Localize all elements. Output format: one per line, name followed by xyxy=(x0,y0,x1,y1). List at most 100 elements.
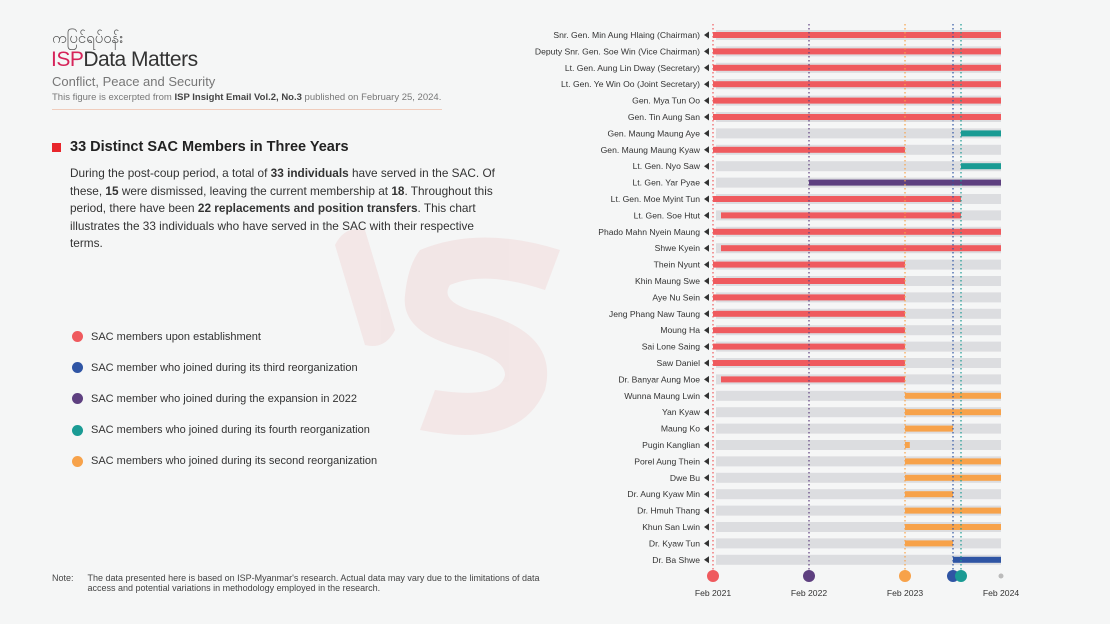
row-label: Lt. Gen. Ye Win Oo (Joint Secretary) xyxy=(561,79,700,89)
row-label: Yan Kyaw xyxy=(662,407,701,417)
term-bar xyxy=(721,376,905,383)
row-label: Maung Ko xyxy=(661,424,700,434)
legend-dot xyxy=(72,455,83,467)
description: During the post-coup period, a total of … xyxy=(70,166,495,250)
row-label: Dr. Ba Shwe xyxy=(652,555,700,565)
track xyxy=(716,522,1001,532)
caret-left-icon xyxy=(704,293,709,301)
tick-label: Feb 2024 xyxy=(983,588,1020,598)
legend-item: SAC member who joined during the expansi… xyxy=(72,383,377,414)
row-label: Dwe Bu xyxy=(670,473,700,483)
row-label: Aye Nu Sein xyxy=(652,292,700,302)
term-bar xyxy=(961,130,1001,137)
row-label: Jeng Phang Naw Taung xyxy=(609,309,700,319)
caret-left-icon xyxy=(704,539,709,547)
term-bar xyxy=(905,442,910,448)
caret-left-icon xyxy=(704,80,709,88)
legend-label: SAC members upon establishment xyxy=(91,330,261,343)
row-label: Sai Lone Saing xyxy=(642,342,701,352)
row-label: Porel Aung Thein xyxy=(634,456,700,466)
term-bar xyxy=(905,474,1001,481)
row-label: Pugin Kanglian xyxy=(642,440,700,450)
row-label: Shwe Kyein xyxy=(655,243,701,253)
caret-left-icon xyxy=(704,408,709,416)
caret-left-icon xyxy=(704,474,709,482)
term-bar xyxy=(905,425,953,432)
legend-item: SAC members who joined during its second… xyxy=(72,446,377,477)
term-bar xyxy=(713,114,1001,120)
section-heading: 33 Distinct SAC Members in Three Years xyxy=(52,138,349,156)
excerpt-note: This figure is excerpted from ISP Insigh… xyxy=(52,92,442,103)
row-label: Moung Ha xyxy=(660,325,700,335)
legend-item: SAC members who joined during its fourth… xyxy=(72,415,377,446)
term-bar xyxy=(713,228,1001,235)
event-dot xyxy=(899,570,911,582)
legend-label: SAC member who joined during the expansi… xyxy=(91,392,357,405)
caret-left-icon xyxy=(704,277,709,285)
divider xyxy=(52,109,442,110)
caret-left-icon xyxy=(704,490,709,498)
caret-left-icon xyxy=(704,359,709,367)
caret-left-icon xyxy=(704,162,709,170)
track xyxy=(716,489,1001,500)
row-label: Gen. Mya Tun Oo xyxy=(632,96,700,106)
row-label: Dr. Hmuh Thang xyxy=(637,506,700,516)
tick-label: Feb 2022 xyxy=(791,588,828,598)
caret-left-icon xyxy=(704,113,709,121)
row-label: Lt. Gen. Yar Pyae xyxy=(632,178,700,188)
term-bar xyxy=(905,491,953,498)
legend-dot xyxy=(72,393,83,405)
track xyxy=(716,554,1001,565)
row-label: Dr. Aung Kyaw Min xyxy=(627,489,700,499)
caret-left-icon xyxy=(704,310,709,318)
caret-left-icon xyxy=(704,375,709,383)
legend-dot xyxy=(72,424,83,436)
legend-label: SAC member who joined during its third r… xyxy=(91,361,358,374)
tick-label: Feb 2023 xyxy=(887,588,924,598)
legend: SAC members upon establishment SAC member… xyxy=(72,321,377,477)
caret-left-icon xyxy=(704,64,709,72)
caret-left-icon xyxy=(704,47,709,55)
term-bar xyxy=(713,48,1001,55)
term-bar xyxy=(809,179,1001,186)
term-bar xyxy=(721,245,1001,252)
term-bar xyxy=(713,327,905,334)
event-dot xyxy=(707,570,719,582)
row-label: Wunna Maung Lwin xyxy=(624,391,700,401)
caret-left-icon xyxy=(704,211,709,219)
row-label: Lt. Gen. Aung Lin Dway (Secretary) xyxy=(565,63,700,73)
row-label: Saw Daniel xyxy=(657,358,701,368)
caret-left-icon xyxy=(704,195,709,203)
square-bullet-icon xyxy=(52,142,61,152)
track xyxy=(716,538,1001,549)
track xyxy=(716,440,1001,450)
caret-left-icon xyxy=(704,129,709,137)
caret-left-icon xyxy=(704,228,709,236)
event-dot xyxy=(803,570,815,582)
row-label: Khin Maung Swe xyxy=(635,276,700,286)
caret-left-icon xyxy=(704,523,709,531)
row-label: Gen. Tin Aung San xyxy=(628,112,700,122)
row-label: Deputy Snr. Gen. Soe Win (Vice Chairman) xyxy=(535,46,700,56)
legend-label: SAC members who joined during its second… xyxy=(91,455,378,468)
caret-left-icon xyxy=(704,457,709,465)
term-bar xyxy=(713,360,905,366)
row-label: Gen. Maung Maung Aye xyxy=(607,128,700,138)
myanmar-title: ကပြင်ရပ်ဝန်း xyxy=(52,30,124,47)
row-label: Lt. Gen. Soe Htut xyxy=(634,210,701,220)
row-label: Gen. Maung Maung Kyaw xyxy=(601,145,701,155)
term-bar xyxy=(713,64,1001,71)
row-label: Khun San Lwin xyxy=(642,522,700,532)
legend-dot xyxy=(72,331,83,343)
legend-dot xyxy=(72,362,83,374)
row-label: Lt. Gen. Moe Myint Tun xyxy=(611,194,701,204)
caret-left-icon xyxy=(704,392,709,400)
caret-left-icon xyxy=(704,343,709,351)
term-bar xyxy=(961,163,1001,170)
legend-item: SAC member who joined during its third r… xyxy=(72,352,377,383)
brand-title: ISPData Matters xyxy=(51,48,198,71)
track xyxy=(716,423,1001,434)
row-label: Dr. Kyaw Tun xyxy=(649,538,700,548)
term-bar xyxy=(905,392,1001,399)
